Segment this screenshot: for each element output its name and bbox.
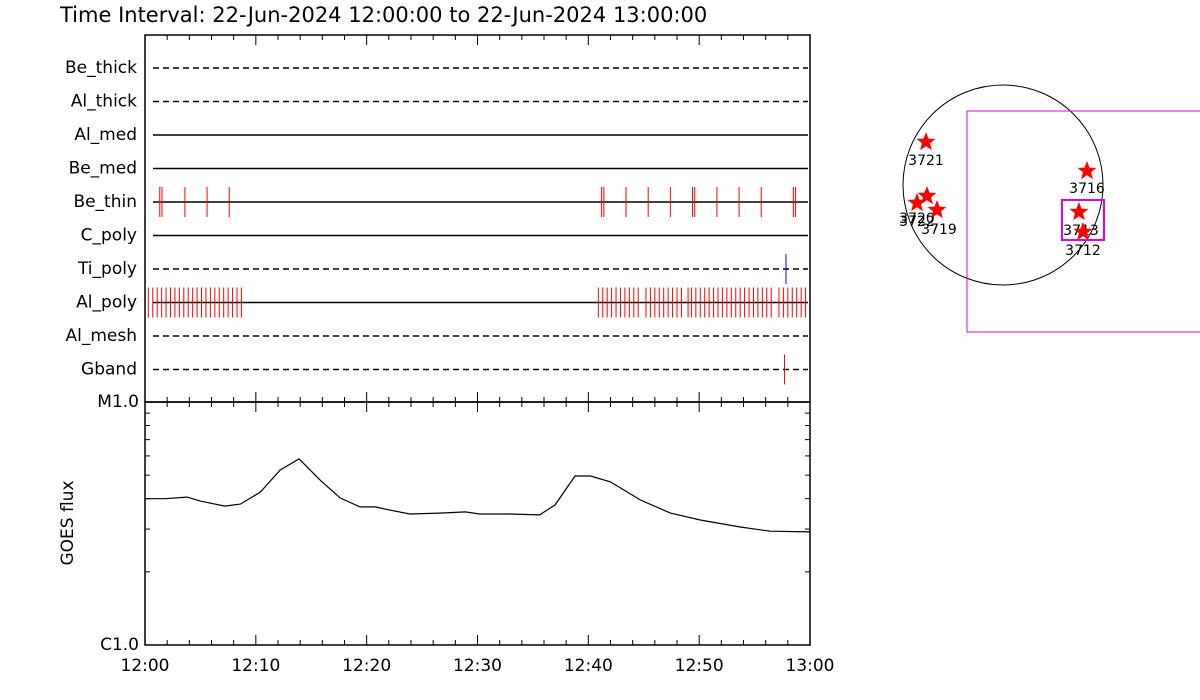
region-star bbox=[1077, 161, 1097, 180]
region-label: 3720 bbox=[899, 211, 935, 227]
row-label: Al_poly bbox=[76, 293, 137, 313]
region-label: 3722 bbox=[899, 214, 935, 230]
x-tick-label: 12:30 bbox=[453, 656, 502, 676]
fov-small-box bbox=[1061, 199, 1105, 241]
timeline-frame bbox=[144, 34, 811, 403]
y-tick-label: C1.0 bbox=[100, 635, 139, 655]
x-tick-label: 12:10 bbox=[231, 656, 280, 676]
region-star bbox=[907, 193, 927, 212]
row-label: Al_med bbox=[74, 125, 137, 145]
region-star bbox=[927, 200, 947, 219]
x-tick-label: 12:50 bbox=[675, 656, 724, 676]
x-tick-label: 12:00 bbox=[121, 656, 170, 676]
region-star bbox=[916, 132, 936, 151]
y-tick-label: M1.0 bbox=[97, 392, 139, 412]
x-tick-label: 12:40 bbox=[564, 656, 613, 676]
fov-box bbox=[966, 110, 1200, 333]
region-label: 3721 bbox=[908, 153, 944, 169]
row-label: Be_thin bbox=[73, 192, 137, 212]
chart-title: Time Interval: 22-Jun-2024 12:00:00 to 2… bbox=[59, 3, 707, 27]
row-label: Be_med bbox=[69, 159, 137, 179]
sun-disk bbox=[902, 84, 1104, 286]
y-axis-label: GOES flux bbox=[58, 480, 78, 565]
sun-map bbox=[902, 84, 1200, 333]
goes-curve bbox=[145, 458, 811, 533]
x-tick-label: 12:20 bbox=[342, 656, 391, 676]
region-label: 3716 bbox=[1069, 181, 1105, 197]
region-star bbox=[1073, 222, 1093, 241]
region-star bbox=[917, 186, 937, 205]
row-label: Gband bbox=[81, 360, 137, 380]
goes-frame bbox=[144, 401, 811, 646]
region-label: 3719 bbox=[921, 222, 957, 238]
region-label: 3712 bbox=[1065, 243, 1101, 259]
row-label: C_poly bbox=[81, 226, 137, 246]
row-label: Al_mesh bbox=[65, 326, 137, 346]
x-tick-label: 13:00 bbox=[786, 656, 835, 676]
row-label: Ti_poly bbox=[77, 259, 137, 279]
row-label: Be_thick bbox=[65, 58, 137, 78]
row-label: Al_thick bbox=[71, 92, 137, 112]
region-star bbox=[1069, 202, 1089, 221]
